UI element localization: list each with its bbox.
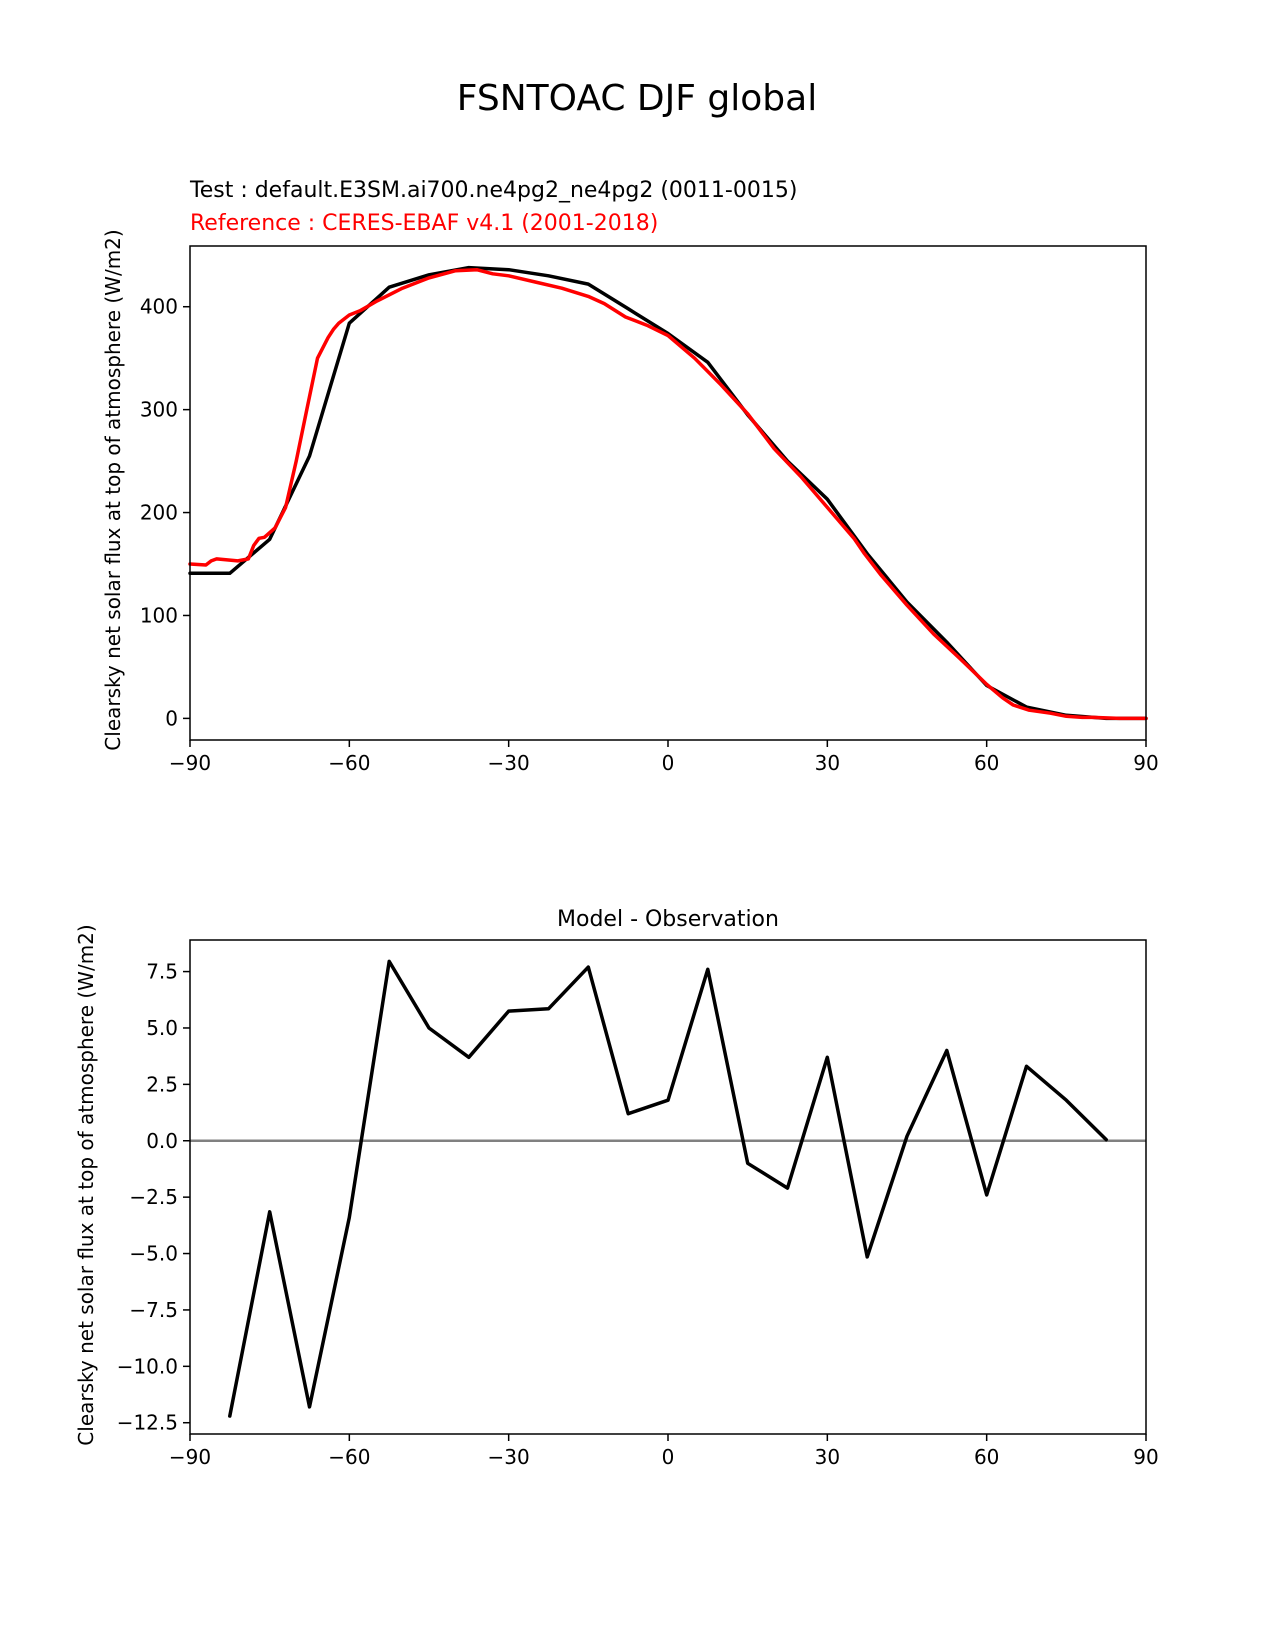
top-series-1-line	[188, 267, 1148, 721]
bottom-y-tick-label: −5.0	[129, 1242, 178, 1266]
diff-title: Model - Observation	[557, 907, 779, 932]
top-y-tick-label: 300	[140, 398, 178, 422]
top-y-tick-label: 200	[140, 501, 178, 525]
bottom-series-0-line	[228, 959, 1108, 1418]
bottom-x-tick-label: −60	[328, 1445, 370, 1469]
top-y-tick-label: 100	[140, 603, 178, 627]
top-plot-frame	[189, 245, 1147, 741]
bottom-plot-frame	[189, 939, 1147, 1435]
bottom-y-tick-label: −7.5	[129, 1298, 178, 1322]
top-x-tick-label: −60	[328, 751, 370, 775]
bottom-y-axis-label: Clearsky net solar flux at top of atmosp…	[74, 924, 98, 1445]
bottom-x-tick-label: −30	[488, 1445, 530, 1469]
bottom-x-tick-label: 60	[974, 1445, 999, 1469]
bottom-x-tick-label: 90	[1133, 1445, 1158, 1469]
top-panel: Test : default.E3SM.ai700.ne4pg2_ne4pg2 …	[101, 178, 1159, 775]
bottom-y-tick-label: 5.0	[146, 1016, 178, 1040]
top-y-axis-label: Clearsky net solar flux at top of atmosp…	[101, 229, 125, 750]
bottom-y-ticks: 7.5 5.0 2.5 0.0 −2.5 −5.0 −7.5 −10.0 −12.5	[117, 960, 190, 1435]
bottom-panel: Model - Observation Clearsky net solar f…	[74, 907, 1159, 1469]
top-x-tick-label: 0	[662, 751, 675, 775]
bottom-x-tick-label: 0	[662, 1445, 675, 1469]
top-x-tick-label: 90	[1133, 751, 1158, 775]
bottom-y-tick-label: 2.5	[146, 1072, 178, 1096]
bottom-y-tick-label: 7.5	[146, 960, 178, 984]
top-series-group	[188, 265, 1148, 721]
bottom-y-tick-label: −2.5	[129, 1185, 178, 1209]
figure-suptitle: FSNTOAC DJF global	[457, 78, 817, 119]
top-x-tick-label: 30	[815, 751, 840, 775]
top-y-tick-label: 0	[165, 706, 178, 730]
top-x-tick-label: −30	[488, 751, 530, 775]
bottom-x-tick-label: −90	[169, 1445, 211, 1469]
test-title: Test : default.E3SM.ai700.ne4pg2_ne4pg2 …	[189, 178, 797, 203]
bottom-x-ticks: −90 −60 −30 0 30 60 90	[169, 1434, 1159, 1469]
top-x-tick-label: −90	[169, 751, 211, 775]
bottom-series-group	[190, 959, 1146, 1418]
bottom-x-tick-label: 30	[815, 1445, 840, 1469]
bottom-y-tick-label: 0.0	[146, 1129, 178, 1153]
bottom-y-tick-label: −10.0	[117, 1354, 178, 1378]
reference-title: Reference : CERES-EBAF v4.1 (2001-2018)	[190, 211, 658, 236]
bottom-y-tick-label: −12.5	[117, 1411, 178, 1435]
top-y-ticks: 0 100 200 300 400	[140, 295, 190, 730]
top-x-tick-label: 60	[974, 751, 999, 775]
top-x-ticks: −90 −60 −30 0 30 60 90	[169, 740, 1159, 775]
top-y-tick-label: 400	[140, 295, 178, 319]
